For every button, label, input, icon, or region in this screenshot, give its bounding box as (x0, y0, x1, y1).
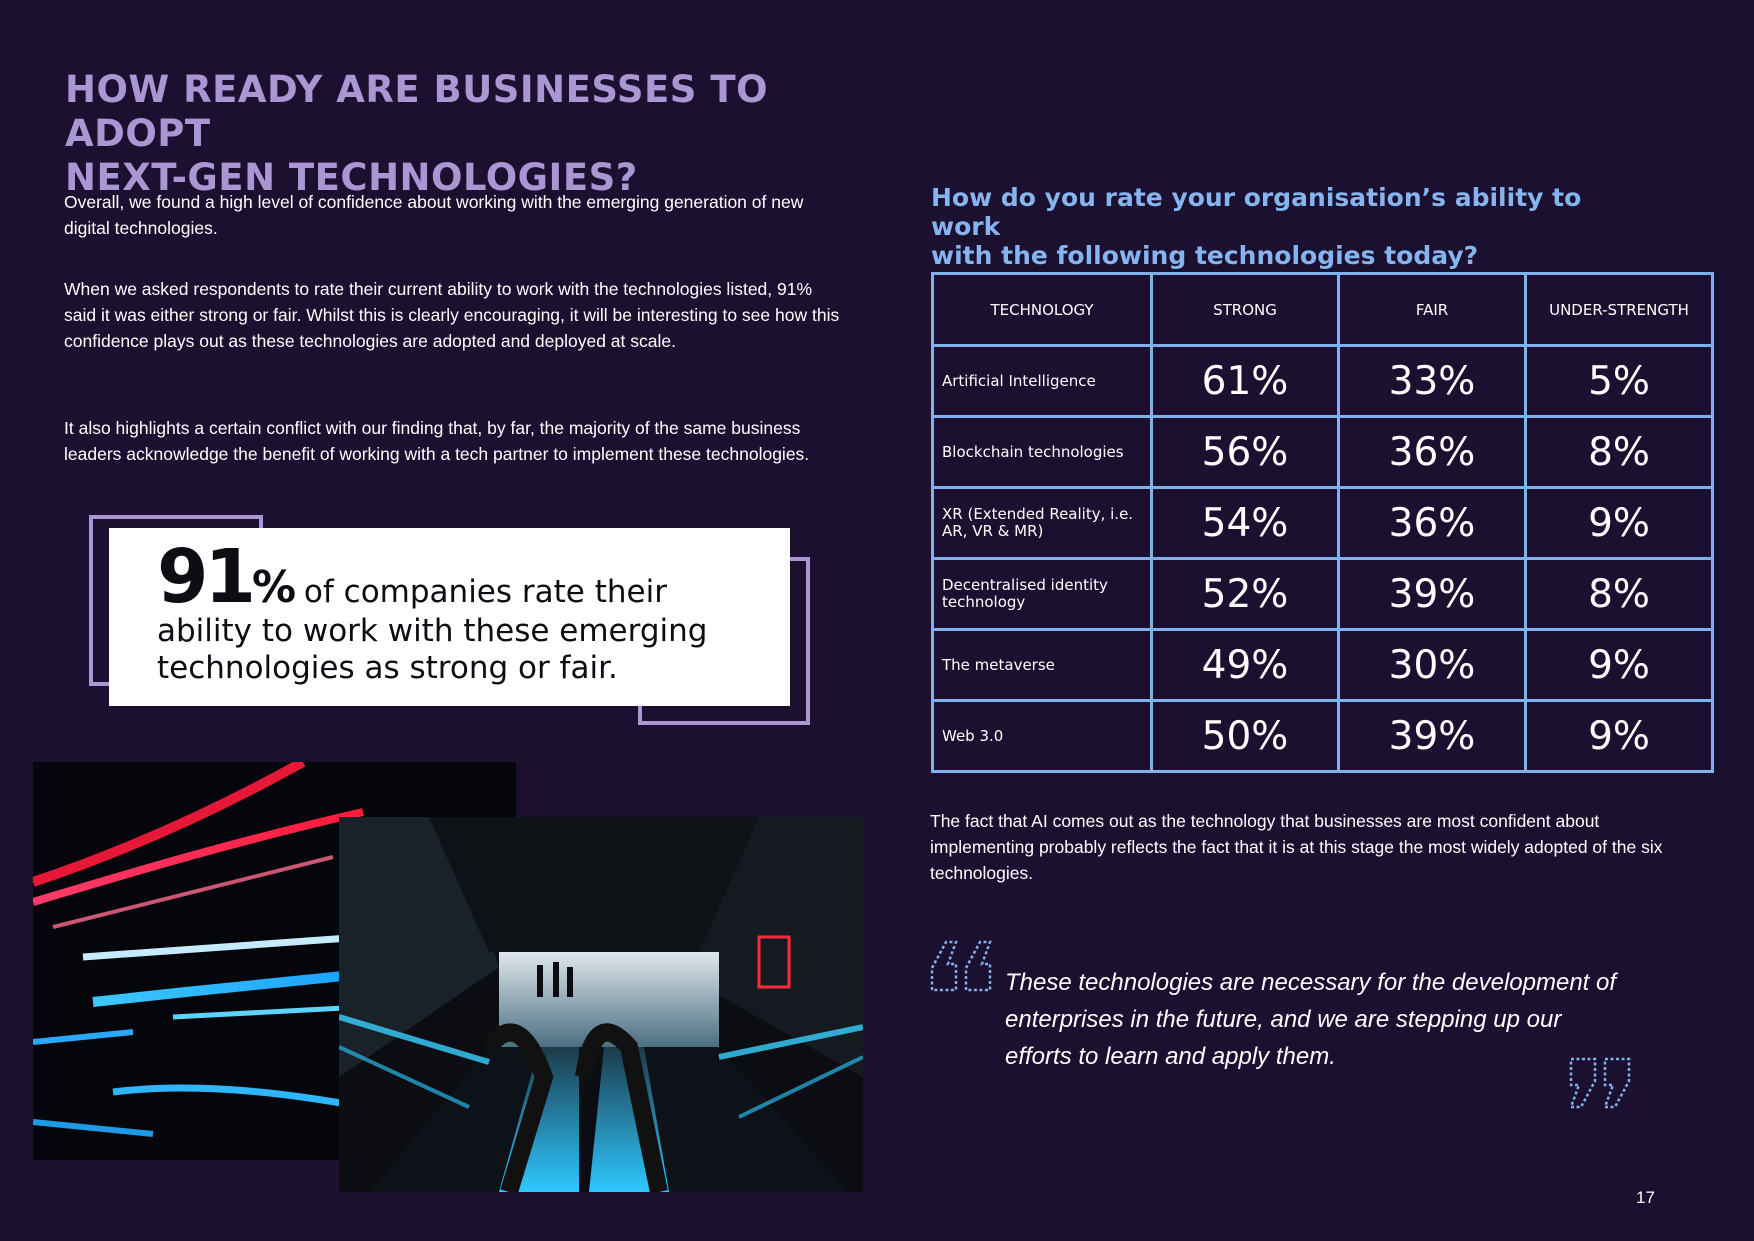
row-fair-value: 36% (1337, 415, 1527, 489)
header-under-strength: UNDER-STRENGTH (1524, 272, 1714, 347)
row-strong-value: 50% (1150, 699, 1340, 773)
callout-first-line: 91% of companies rate their (157, 540, 790, 614)
row-strong-value: 56% (1150, 415, 1340, 489)
header-technology: TECHNOLOGY (931, 272, 1153, 347)
technology-ability-table: TECHNOLOGY STRONG FAIR UNDER-STRENGTH Ar… (931, 272, 1714, 773)
table-question: How do you rate your organisation’s abil… (931, 183, 1631, 270)
table-row: Artificial Intelligence 61% 33% 5% (931, 344, 1714, 418)
escalator-photo (339, 817, 863, 1192)
table-row: Decentralised identity technology 52% 39… (931, 557, 1714, 631)
table-commentary: The fact that AI comes out as the techno… (930, 811, 1663, 883)
row-under-strength-value: 5% (1524, 344, 1714, 418)
row-strong-value: 61% (1150, 344, 1340, 418)
callout-line-3: technologies as strong or fair. (157, 650, 618, 686)
question-line-2: with the following technologies today? (931, 241, 1479, 270)
callout-percent: % (251, 562, 296, 613)
quote-text: These technologies are necessary for the… (1005, 969, 1617, 1070)
row-fair-value: 30% (1337, 628, 1527, 702)
question-line-1: How do you rate your organisation’s abil… (931, 183, 1582, 241)
quote-open-icon (928, 940, 996, 994)
table-header-row: TECHNOLOGY STRONG FAIR UNDER-STRENGTH (931, 272, 1714, 347)
row-technology-name: Blockchain technologies (931, 415, 1153, 489)
callout-line-2: ability to work with these emerging (157, 613, 708, 649)
row-fair-value: 33% (1337, 344, 1527, 418)
quote-close-icon (1565, 1055, 1633, 1109)
table-row: XR (Extended Reality, i.e. AR, VR & MR) … (931, 486, 1714, 560)
title-line-2: NEXT-GEN TECHNOLOGIES? (65, 156, 638, 199)
row-technology-name: Decentralised identity technology (931, 557, 1153, 631)
intro-paragraph-2: When we asked respondents to rate their … (64, 279, 840, 351)
callout-line-1: of companies rate their (294, 574, 667, 610)
row-fair-value: 39% (1337, 699, 1527, 773)
row-under-strength-value: 8% (1524, 557, 1714, 631)
stat-callout: 91% of companies rate their ability to w… (109, 528, 790, 706)
row-technology-name: Artificial Intelligence (931, 344, 1153, 418)
intro-paragraph-3: It also highlights a certain conflict wi… (64, 418, 810, 464)
row-fair-value: 39% (1337, 557, 1527, 631)
header-strong: STRONG (1150, 272, 1340, 347)
row-strong-value: 54% (1150, 486, 1340, 560)
row-fair-value: 36% (1337, 486, 1527, 560)
row-strong-value: 52% (1150, 557, 1340, 631)
header-fair: FAIR (1337, 272, 1527, 347)
table-row: Web 3.0 50% 39% 9% (931, 699, 1714, 773)
row-under-strength-value: 9% (1524, 486, 1714, 560)
row-under-strength-value: 9% (1524, 699, 1714, 773)
row-technology-name: Web 3.0 (931, 699, 1153, 773)
table-row: The metaverse 49% 30% 9% (931, 628, 1714, 702)
row-technology-name: XR (Extended Reality, i.e. AR, VR & MR) (931, 486, 1153, 560)
intro-paragraph-1: Overall, we found a high level of confid… (64, 192, 804, 238)
page-number: 17 (1636, 1188, 1655, 1207)
row-technology-name: The metaverse (931, 628, 1153, 702)
row-under-strength-value: 8% (1524, 415, 1714, 489)
row-strong-value: 49% (1150, 628, 1340, 702)
row-under-strength-value: 9% (1524, 628, 1714, 702)
callout-number: 91 (157, 534, 256, 620)
page-title: HOW READY ARE BUSINESSES TO ADOPT NEXT-G… (65, 68, 825, 200)
title-line-1: HOW READY ARE BUSINESSES TO ADOPT (65, 68, 769, 155)
table-row: Blockchain technologies 56% 36% 8% (931, 415, 1714, 489)
